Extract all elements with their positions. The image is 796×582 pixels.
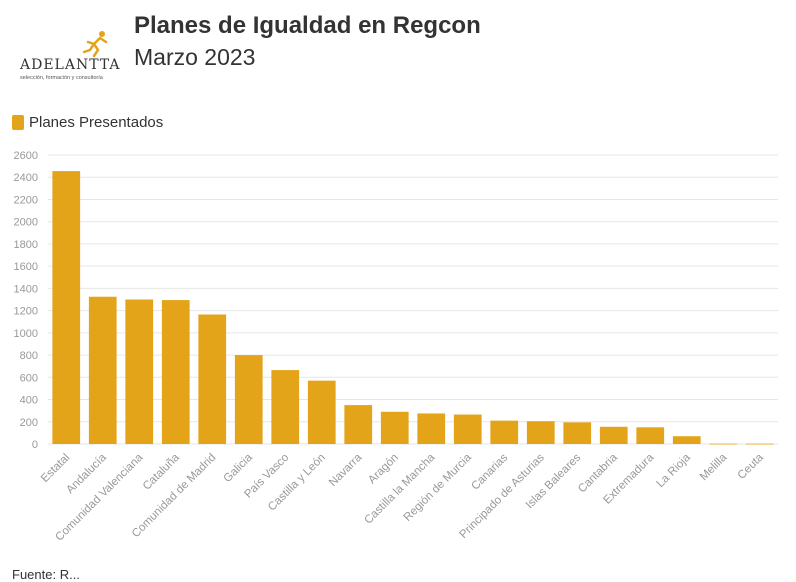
chart-legend[interactable]: Planes Presentados bbox=[12, 114, 163, 131]
logo-wordmark: ADELANTTA bbox=[20, 57, 121, 73]
x-tick-label: Navarra bbox=[327, 451, 365, 489]
bar-castilla-y-león[interactable] bbox=[307, 380, 336, 444]
x-tick-label: La Rioja bbox=[655, 451, 694, 490]
x-tick-label: Melilla bbox=[698, 451, 730, 483]
logo-tagline: selección, formación y consultoría bbox=[20, 75, 103, 81]
x-tick-label: Castilla la Mancha bbox=[362, 451, 437, 526]
bar-principado-de-asturias[interactable] bbox=[526, 421, 555, 444]
y-tick-label: 200 bbox=[20, 417, 38, 429]
runner-icon bbox=[82, 31, 108, 58]
bar-estatal[interactable] bbox=[52, 171, 81, 444]
bar-extremadura[interactable] bbox=[636, 427, 665, 444]
bar-chart: 0 200 400 600 800 1000 1200 1400 1600 1800 2000 220… bbox=[14, 150, 778, 544]
bar-comunidad-de-madrid[interactable] bbox=[198, 314, 227, 444]
bar-canarias[interactable] bbox=[490, 420, 519, 444]
bar-navarra[interactable] bbox=[344, 405, 373, 444]
x-tick-label: Galicia bbox=[222, 451, 256, 485]
x-tick-label: Región de Murcia bbox=[402, 451, 475, 524]
y-tick-label: 600 bbox=[20, 372, 38, 384]
x-tick-label: Estatal bbox=[39, 452, 72, 485]
bar-andalucía[interactable] bbox=[88, 296, 117, 444]
y-tick-label: 2600 bbox=[14, 150, 38, 162]
bar-aragón[interactable] bbox=[380, 411, 409, 444]
y-tick-label: 800 bbox=[20, 350, 38, 362]
x-tick-label: Ceuta bbox=[736, 451, 767, 482]
y-tick-label: 1200 bbox=[14, 306, 38, 318]
bar-castilla-la-mancha[interactable] bbox=[417, 413, 446, 444]
bar-cataluña[interactable] bbox=[161, 300, 190, 444]
adelantta-logo: ADELANTTA selección, formación y consult… bbox=[18, 30, 128, 82]
chart-subtitle: Marzo 2023 bbox=[134, 44, 256, 70]
bar-cantabria[interactable] bbox=[599, 426, 628, 444]
y-tick-label: 1600 bbox=[14, 261, 38, 273]
legend-label: Planes Presentados bbox=[29, 114, 164, 131]
x-tick-label: Aragón bbox=[366, 452, 401, 487]
y-tick-label: 1800 bbox=[14, 239, 38, 251]
bar-galicia[interactable] bbox=[234, 355, 263, 444]
y-tick-label: 2200 bbox=[14, 194, 38, 206]
bar-país-vasco[interactable] bbox=[271, 370, 300, 444]
bar-ceuta[interactable] bbox=[745, 443, 774, 445]
y-tick-label: 1400 bbox=[14, 283, 38, 295]
y-tick-label: 400 bbox=[20, 395, 38, 407]
bar-melilla[interactable] bbox=[709, 443, 738, 445]
bar-comunidad-valenciana[interactable] bbox=[125, 299, 154, 445]
y-tick-label: 1000 bbox=[14, 328, 38, 340]
y-tick-label: 2400 bbox=[14, 172, 38, 184]
y-tick-label: 0 bbox=[32, 439, 38, 451]
bar-región-de-murcia[interactable] bbox=[453, 414, 482, 444]
legend-swatch bbox=[12, 115, 24, 130]
chart-title: Planes de Igualdad en Regcon bbox=[134, 12, 481, 39]
y-tick-label: 2000 bbox=[14, 217, 38, 229]
bar-islas-baleares[interactable] bbox=[563, 422, 592, 444]
bar-la-rioja[interactable] bbox=[672, 436, 701, 444]
